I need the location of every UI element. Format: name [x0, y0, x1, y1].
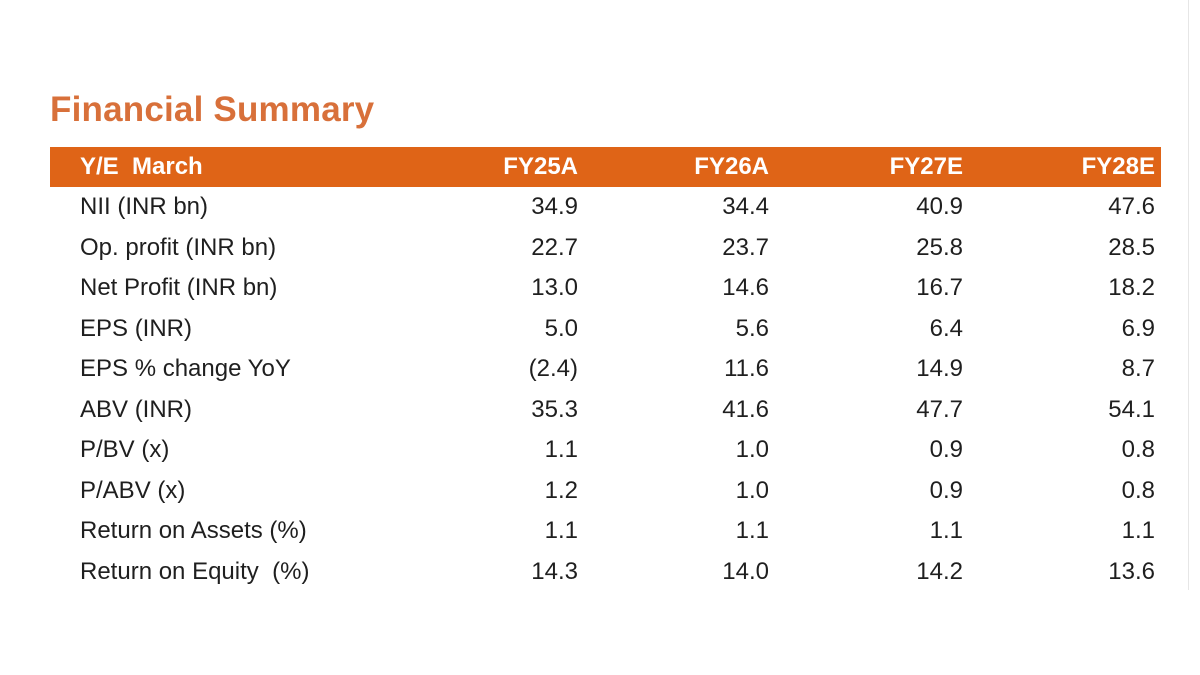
cell-fy26a: 23.7	[722, 233, 769, 261]
cell-fy28e: 1.1	[1121, 517, 1155, 545]
cell-fy27e: 0.9	[929, 476, 963, 504]
row-label: EPS (INR)	[80, 314, 193, 342]
cell-fy25a: 1.2	[544, 476, 578, 504]
row-label: Op. profit (INR bn)	[80, 233, 277, 261]
cell-fy26a: 14.0	[722, 557, 769, 585]
cell-fy28e: 47.6	[1108, 193, 1155, 221]
row-label: EPS % change YoY	[80, 355, 291, 383]
cell-fy26a: 14.6	[722, 274, 769, 302]
cell-fy25a: 1.1	[544, 517, 578, 545]
cell-fy25a: 5.0	[544, 314, 578, 342]
row-label: NII (INR bn)	[80, 193, 209, 221]
cell-fy26a: 1.1	[735, 517, 769, 545]
cell-fy28e: 18.2	[1108, 274, 1155, 302]
cell-fy25a: (2.4)	[528, 355, 578, 383]
row-label: ABV (INR)	[80, 395, 193, 423]
table-row: Op. profit (INR bn) 22.7 23.7 25.8 28.5	[50, 228, 1161, 269]
cell-fy28e: 28.5	[1108, 233, 1155, 261]
header-col-fy26a: FY26A	[694, 153, 769, 180]
table-row: EPS % change YoY (2.4) 11.6 14.9 8.7	[50, 349, 1161, 390]
financial-summary-table: Y/E March FY25A FY26A FY27E FY28E NII (I…	[50, 147, 1161, 592]
cell-fy25a: 13.0	[531, 274, 578, 302]
cell-fy28e: 13.6	[1108, 557, 1155, 585]
cell-fy25a: 35.3	[531, 395, 578, 423]
table-header-row: Y/E March FY25A FY26A FY27E FY28E	[50, 147, 1161, 187]
page-title: Financial Summary	[50, 90, 375, 129]
cell-fy27e: 25.8	[916, 233, 963, 261]
cell-fy26a: 41.6	[722, 395, 769, 423]
header-label: Y/E March	[80, 153, 203, 180]
cell-fy27e: 40.9	[916, 193, 963, 221]
cell-fy26a: 34.4	[722, 193, 769, 221]
row-label: Return on Assets (%)	[80, 517, 307, 545]
cell-fy27e: 14.2	[916, 557, 963, 585]
header-col-fy27e: FY27E	[889, 153, 963, 180]
cell-fy26a: 11.6	[724, 355, 769, 383]
table-row: Return on Equity (%) 14.3 14.0 14.2 13.6	[50, 552, 1161, 593]
cell-fy27e: 47.7	[916, 395, 963, 423]
row-label: P/ABV (x)	[80, 476, 186, 504]
cell-fy28e: 6.9	[1121, 314, 1155, 342]
cell-fy25a: 1.1	[544, 436, 578, 464]
table-row: P/ABV (x) 1.2 1.0 0.9 0.8	[50, 471, 1161, 512]
cell-fy25a: 22.7	[531, 233, 578, 261]
cell-fy28e: 54.1	[1108, 395, 1155, 423]
page-edge-divider	[1188, 0, 1189, 590]
cell-fy26a: 1.0	[735, 436, 769, 464]
cell-fy25a: 34.9	[531, 193, 578, 221]
table-row: Return on Assets (%) 1.1 1.1 1.1 1.1	[50, 511, 1161, 552]
cell-fy26a: 1.0	[735, 476, 769, 504]
cell-fy26a: 5.6	[735, 314, 769, 342]
cell-fy27e: 14.9	[916, 355, 963, 383]
cell-fy27e: 0.9	[929, 436, 963, 464]
cell-fy28e: 0.8	[1121, 476, 1155, 504]
cell-fy25a: 14.3	[531, 557, 578, 585]
table-row: Net Profit (INR bn) 13.0 14.6 16.7 18.2	[50, 268, 1161, 309]
cell-fy28e: 8.7	[1121, 355, 1155, 383]
cell-fy28e: 0.8	[1121, 436, 1155, 464]
row-label: Return on Equity (%)	[80, 557, 310, 585]
table-row: P/BV (x) 1.1 1.0 0.9 0.8	[50, 430, 1161, 471]
header-col-fy28e: FY28E	[1081, 153, 1155, 180]
table-row: NII (INR bn) 34.9 34.4 40.9 47.6	[50, 187, 1161, 228]
cell-fy27e: 1.1	[929, 517, 963, 545]
table-row: ABV (INR) 35.3 41.6 47.7 54.1	[50, 390, 1161, 431]
row-label: Net Profit (INR bn)	[80, 274, 278, 302]
header-col-fy25a: FY25A	[503, 153, 578, 180]
cell-fy27e: 16.7	[916, 274, 963, 302]
row-label: P/BV (x)	[80, 436, 170, 464]
table-row: EPS (INR) 5.0 5.6 6.4 6.9	[50, 309, 1161, 350]
cell-fy27e: 6.4	[929, 314, 963, 342]
